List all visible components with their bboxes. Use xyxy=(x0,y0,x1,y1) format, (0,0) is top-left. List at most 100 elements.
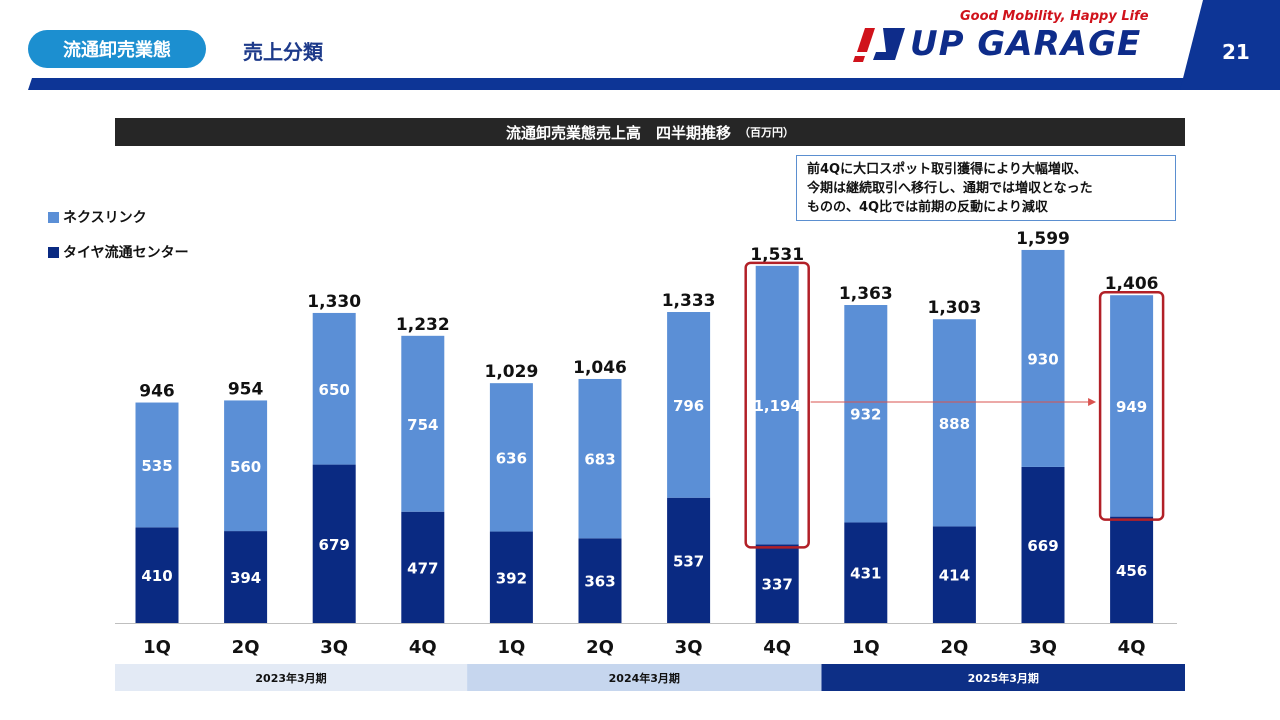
fiscal-year-band xyxy=(467,664,822,691)
data-label: 683 xyxy=(584,451,615,469)
section-pill: 流通卸売業態 xyxy=(28,30,206,68)
legend-label: タイヤ流通センター xyxy=(63,245,189,261)
data-label: 537 xyxy=(673,552,704,570)
data-label: 754 xyxy=(407,416,438,434)
bar-segment-nexlink xyxy=(932,319,976,527)
data-label: 930 xyxy=(1027,350,1058,368)
x-tick-label: 4Q xyxy=(1118,637,1146,658)
fiscal-year-label: 2023年3月期 xyxy=(255,671,326,685)
data-label: 394 xyxy=(230,569,261,587)
total-label: 946 xyxy=(139,382,175,402)
data-label: 1,194 xyxy=(753,397,800,415)
header-background xyxy=(28,0,1280,90)
x-tick-label: 3Q xyxy=(675,637,703,658)
data-label: 363 xyxy=(584,573,615,591)
header: 流通卸売業態 売上分類 Good Mobility, Happy Life UP… xyxy=(0,0,1280,90)
bar-segment-nexlink xyxy=(401,335,445,512)
chart-unit: （百万円） xyxy=(739,126,794,139)
bar-segment-tire-center xyxy=(1110,516,1154,623)
bar-segment-tire-center xyxy=(844,522,888,623)
fiscal-year-band xyxy=(821,664,1185,691)
bar-segment-tire-center xyxy=(224,531,268,623)
note-line: ものの、4Q比では前期の反動により減収 xyxy=(807,200,1048,215)
data-label: 410 xyxy=(141,567,172,585)
bar-segment-nexlink xyxy=(667,312,711,498)
bar-segment-nexlink xyxy=(844,305,888,523)
legend-item-nexlink: ネクスリンク xyxy=(48,207,147,227)
total-label: 1,363 xyxy=(839,284,893,304)
data-label: 431 xyxy=(850,565,881,583)
total-label: 1,599 xyxy=(1016,229,1070,249)
bar-segment-tire-center xyxy=(489,531,533,623)
data-label: 477 xyxy=(407,559,438,577)
bar-segment-nexlink xyxy=(1021,249,1065,467)
bar-segment-tire-center xyxy=(1021,466,1065,623)
bar-segment-nexlink xyxy=(312,312,356,465)
bar-segment-tire-center xyxy=(755,544,799,623)
fiscal-year-label: 2025年3月期 xyxy=(968,671,1039,685)
data-label: 535 xyxy=(141,457,172,475)
total-label: 1,029 xyxy=(485,362,539,382)
bar-segment-tire-center xyxy=(401,511,445,623)
x-tick-label: 2Q xyxy=(232,637,260,658)
highlight-box xyxy=(744,261,810,549)
total-label: 1,303 xyxy=(928,298,982,318)
bar-segment-nexlink xyxy=(489,383,533,532)
brand-tagline: Good Mobility, Happy Life xyxy=(960,9,1149,24)
data-label: 337 xyxy=(762,576,793,594)
total-label: 1,046 xyxy=(573,358,627,378)
highlight-box xyxy=(1098,290,1165,521)
x-tick-label: 2Q xyxy=(940,637,968,658)
bar-segment-nexlink xyxy=(224,400,268,532)
bar-segment-tire-center xyxy=(932,526,976,623)
legend-item-tire-center: タイヤ流通センター xyxy=(48,242,189,262)
data-label: 414 xyxy=(939,567,970,585)
bar-segment-tire-center xyxy=(135,527,179,623)
x-tick-label: 3Q xyxy=(320,637,348,658)
legend-swatch xyxy=(48,211,59,223)
logo-mark-icon xyxy=(853,28,905,62)
x-tick-label: 3Q xyxy=(1029,637,1057,658)
data-label: 392 xyxy=(496,569,527,587)
data-label: 456 xyxy=(1116,562,1147,580)
total-label: 1,330 xyxy=(307,292,361,312)
total-label: 1,531 xyxy=(750,245,804,265)
bar-segment-nexlink xyxy=(578,378,622,539)
total-label: 1,333 xyxy=(662,291,716,311)
data-label: 949 xyxy=(1116,398,1147,416)
data-label: 796 xyxy=(673,397,704,415)
bar-segment-nexlink xyxy=(755,265,799,545)
x-tick-label: 4Q xyxy=(763,637,791,658)
note-line: 今期は継続取引へ移行し、通期では増収となった xyxy=(807,181,1093,196)
comparison-arrow-head xyxy=(1088,398,1097,406)
data-label: 560 xyxy=(230,458,261,476)
data-label: 679 xyxy=(319,536,350,554)
bar-segment-nexlink xyxy=(1110,295,1154,517)
bar-segment-tire-center xyxy=(578,538,622,623)
data-label: 888 xyxy=(939,415,970,433)
page-number: 21 xyxy=(1222,40,1250,64)
data-label: 636 xyxy=(496,449,527,467)
total-label: 1,232 xyxy=(396,315,450,335)
legend-label: ネクスリンク xyxy=(63,210,147,226)
chart-title: 流通卸売業態売上高 四半期推移 xyxy=(505,123,731,142)
x-tick-label: 1Q xyxy=(852,637,880,658)
fiscal-year-label: 2024年3月期 xyxy=(609,671,680,685)
data-label: 932 xyxy=(850,406,881,424)
data-label: 669 xyxy=(1027,537,1058,555)
x-tick-label: 2Q xyxy=(586,637,614,658)
x-tick-label: 1Q xyxy=(497,637,525,658)
page-title: 売上分類 xyxy=(243,40,323,64)
bar-segment-tire-center xyxy=(667,497,711,623)
bar-segment-nexlink xyxy=(135,402,179,528)
x-tick-label: 1Q xyxy=(143,637,171,658)
annotation-note: 前4Qに大口スポット取引獲得により大幅増収、 今期は継続取引へ移行し、通期では増… xyxy=(796,155,1176,221)
data-label: 650 xyxy=(319,381,350,399)
fiscal-year-band xyxy=(115,664,468,691)
total-label: 954 xyxy=(228,379,264,399)
logo-text: UP GARAGE xyxy=(910,24,1142,64)
legend-swatch xyxy=(48,246,59,258)
x-tick-label: 4Q xyxy=(409,637,437,658)
chart-title-bar: 流通卸売業態売上高 四半期推移 （百万円） xyxy=(115,118,1185,146)
